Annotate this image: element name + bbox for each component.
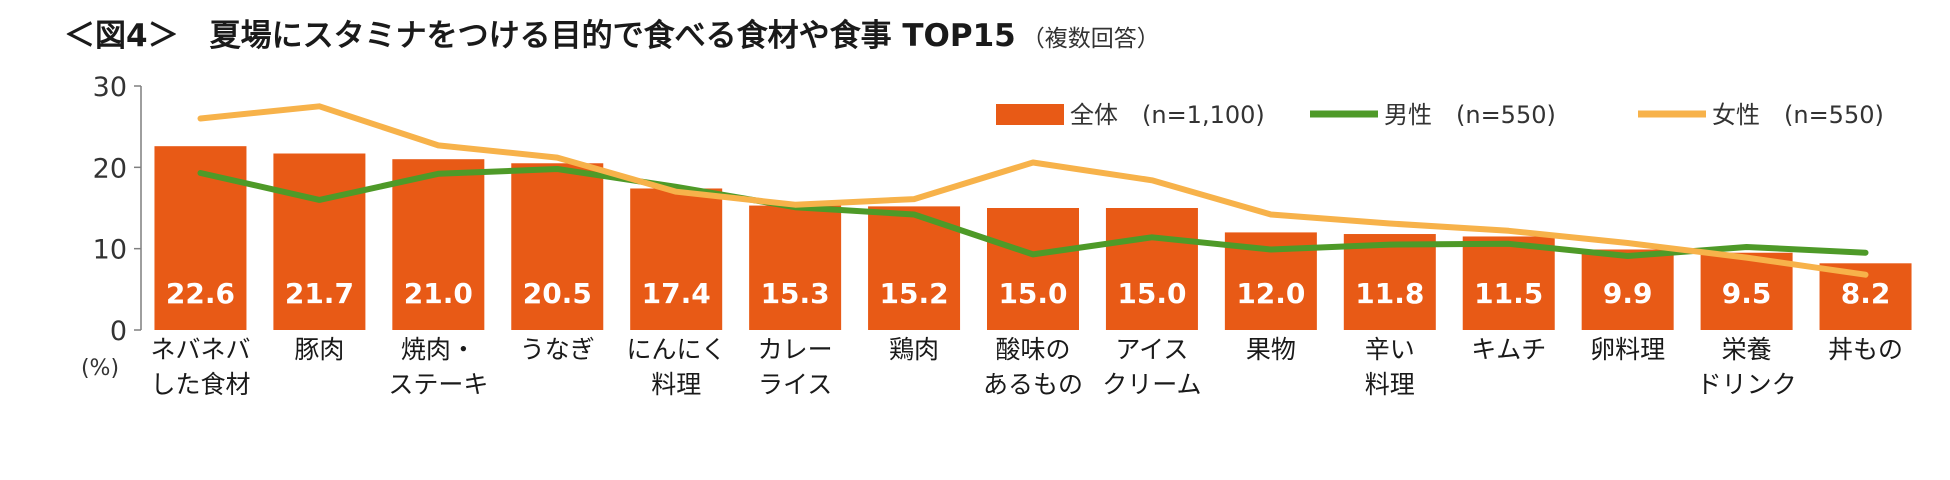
bar-value-label: 15.3 <box>761 277 830 310</box>
bar-value-label: 11.5 <box>1474 277 1543 310</box>
x-tick-label: 卵料理 <box>1590 335 1665 364</box>
bar <box>511 163 604 330</box>
bar-value-label: 20.5 <box>523 277 592 310</box>
bar-value-label: 11.8 <box>1355 277 1424 310</box>
x-tick-label: にんにく料理 <box>626 335 726 399</box>
legend-item-all-swatch <box>996 104 1064 125</box>
bar-value-label: 17.4 <box>642 277 711 310</box>
x-tick-label-line: キムチ <box>1471 335 1546 364</box>
x-tick-label: 辛い料理 <box>1365 335 1415 399</box>
x-tick-label-line: 料理 <box>651 370 701 399</box>
chart-title-main: ＜図4＞ 夏場にスタミナをつける目的で食べる食材や食事 TOP15 <box>64 18 1016 54</box>
line-series <box>197 103 1869 278</box>
legend: 全体 (n=1,100) 男性 (n=550) 女性 (n=550) <box>996 101 1884 129</box>
y-axis: 0 10 20 30 (%) <box>81 72 142 381</box>
bar <box>987 208 1079 330</box>
bar <box>1462 236 1555 330</box>
x-tick-label-line: した食材 <box>150 370 250 399</box>
chart-title: ＜図4＞ 夏場にスタミナをつける目的で食べる食材や食事 TOP15 （複数回答） <box>64 10 1160 55</box>
x-tick-label: 栄養ドリンク <box>1697 335 1797 399</box>
x-tick-label: キムチ <box>1471 335 1546 364</box>
chart-title-note: （複数回答） <box>1021 26 1160 52</box>
x-tick-label-line: カレー <box>758 335 833 364</box>
bar <box>630 188 723 330</box>
female-line <box>197 103 1869 278</box>
legend-item-all-label: 全体 (n=1,100) <box>1070 101 1265 129</box>
x-tick-label-line: 丼もの <box>1828 335 1903 364</box>
x-tick-label: カレーライス <box>758 335 833 399</box>
y-tick-label: 0 <box>110 316 127 347</box>
x-tick-label-line: 辛い <box>1365 335 1415 364</box>
y-tick-label: 20 <box>93 153 127 184</box>
bar-series <box>154 146 1912 330</box>
x-tick-label-line: にんにく <box>626 335 726 364</box>
x-tick-label-line: うなぎ <box>520 335 595 364</box>
x-tick-label: 鶏肉 <box>889 335 939 364</box>
bar-value-label: 12.0 <box>1236 277 1305 310</box>
x-tick-label-line: 豚肉 <box>294 335 344 364</box>
bar <box>1581 249 1674 330</box>
bar <box>1700 252 1793 330</box>
x-tick-label-line: アイス <box>1115 335 1188 364</box>
bar-value-label: 15.0 <box>1117 277 1186 310</box>
x-tick-label-line: クリーム <box>1102 370 1201 399</box>
y-tick-label: 30 <box>93 72 127 103</box>
bar-value-label: 9.9 <box>1603 277 1653 310</box>
x-tick-label: 果物 <box>1246 335 1296 364</box>
male-line <box>197 166 1869 259</box>
x-tick-label-line: ステーキ <box>388 370 488 399</box>
x-tick-label-line: 酸味の <box>995 335 1070 364</box>
x-tick-label: ネバネバした食材 <box>150 335 250 399</box>
x-tick-label: アイスクリーム <box>1102 335 1201 399</box>
bar <box>749 205 842 330</box>
x-tick-label-line: 果物 <box>1246 335 1296 364</box>
x-tick-label: 酸味のあるもの <box>983 335 1083 399</box>
x-tick-label: 焼肉・ステーキ <box>388 335 488 399</box>
x-tick-label: うなぎ <box>520 335 595 364</box>
x-tick-label-line: 卵料理 <box>1590 335 1665 364</box>
bar-value-label: 22.6 <box>166 277 235 310</box>
bar-value-label: 21.7 <box>285 277 354 310</box>
x-tick-label-line: 焼肉・ <box>401 335 476 364</box>
x-tick-label: 丼もの <box>1828 335 1903 364</box>
bar-value-label: 15.0 <box>998 277 1067 310</box>
bar <box>273 153 366 330</box>
bar <box>1105 208 1198 330</box>
x-tick-label-line: あるもの <box>983 370 1083 399</box>
bar <box>154 146 247 330</box>
y-tick-label: 10 <box>93 235 127 266</box>
x-tick-label-line: 栄養 <box>1722 335 1772 364</box>
bar-value-label: 9.5 <box>1722 277 1772 310</box>
x-tick-label-line: ネバネバ <box>150 335 250 364</box>
bar <box>392 159 485 330</box>
bar-value-label: 21.0 <box>404 277 473 310</box>
legend-item-female-label: 女性 (n=550) <box>1712 101 1884 129</box>
bar-value-labels: 22.6 21.7 21.0 20.5 17.4 15.3 15.2 15.0 15.0 12.0… <box>166 277 1890 310</box>
x-tick-label-line: 鶏肉 <box>889 335 939 364</box>
x-tick-label-line: ライス <box>758 370 832 399</box>
x-tick-label-line: 料理 <box>1365 370 1415 399</box>
bar-value-label: 15.2 <box>880 277 949 310</box>
legend-item-male-label: 男性 (n=550) <box>1384 101 1556 129</box>
bar <box>1343 234 1436 330</box>
x-tick-label: 豚肉 <box>294 335 344 364</box>
x-tick-label-line: ドリンク <box>1697 370 1797 399</box>
y-axis-title: (%) <box>81 356 119 381</box>
bar-value-label: 8.2 <box>1841 277 1891 310</box>
